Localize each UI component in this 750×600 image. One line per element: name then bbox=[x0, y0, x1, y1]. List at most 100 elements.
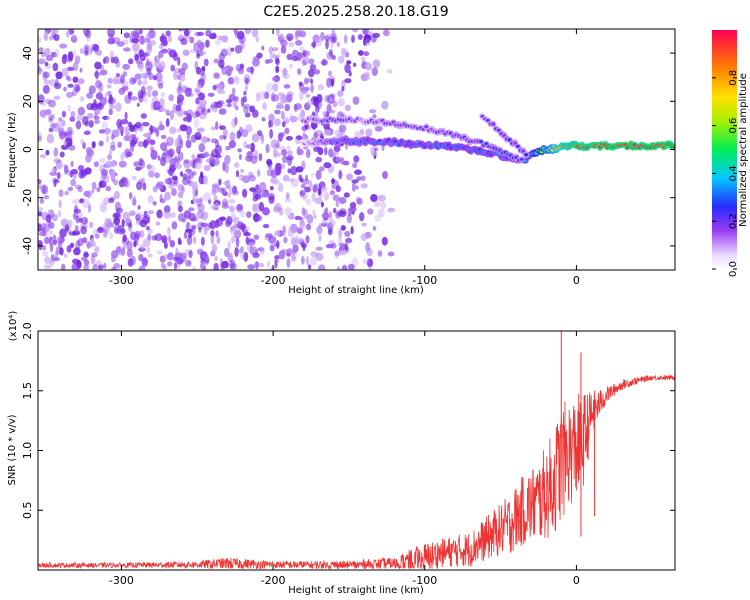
noise-blob bbox=[160, 198, 166, 204]
noise-blob bbox=[90, 102, 99, 111]
snr-x-tick-label: -100 bbox=[412, 574, 437, 587]
noise-blob bbox=[280, 39, 288, 47]
noise-blob bbox=[268, 165, 272, 170]
noise-blob bbox=[352, 96, 360, 105]
noise-blob bbox=[258, 201, 265, 212]
noise-blob bbox=[160, 262, 166, 269]
noise-blob bbox=[211, 138, 218, 144]
noise-blob bbox=[59, 151, 65, 158]
noise-blob bbox=[210, 104, 215, 110]
noise-blob bbox=[135, 211, 143, 219]
heatmap-x-tick-label: -300 bbox=[109, 274, 134, 287]
noise-blob bbox=[195, 97, 200, 105]
heatmap-y-tick-label: -20 bbox=[21, 189, 34, 207]
noise-blob bbox=[130, 96, 138, 101]
noise-blob bbox=[249, 241, 255, 247]
noise-blob bbox=[169, 240, 175, 248]
noise-blob bbox=[215, 121, 219, 131]
noise-blob bbox=[213, 222, 221, 227]
noise-blob bbox=[52, 239, 58, 246]
noise-blob bbox=[305, 148, 311, 159]
noise-blob bbox=[270, 92, 276, 102]
noise-blob bbox=[328, 212, 332, 219]
track-core bbox=[672, 145, 675, 149]
noise-blob bbox=[101, 121, 108, 132]
noise-blob bbox=[163, 241, 168, 249]
noise-blob bbox=[173, 70, 179, 81]
noise-blob bbox=[66, 127, 74, 137]
noise-blob bbox=[82, 142, 86, 149]
noise-blob bbox=[352, 162, 357, 169]
noise-blob bbox=[308, 58, 315, 65]
noise-blob bbox=[232, 29, 239, 33]
noise-blob bbox=[378, 208, 385, 218]
noise-blob bbox=[275, 65, 280, 74]
noise-blob bbox=[308, 179, 313, 188]
noise-blob bbox=[198, 143, 206, 153]
noise-blob bbox=[282, 230, 286, 236]
noise-blob bbox=[194, 132, 202, 140]
noise-blob bbox=[163, 39, 168, 46]
noise-blob bbox=[227, 240, 231, 250]
colorbar-gradient bbox=[712, 30, 737, 269]
noise-blob bbox=[53, 147, 59, 158]
noise-blob bbox=[188, 172, 194, 179]
noise-blob bbox=[138, 158, 144, 167]
snr-x-tick-label: 0 bbox=[573, 574, 580, 587]
noise-blob bbox=[252, 57, 260, 68]
noise-blob bbox=[170, 212, 176, 219]
noise-blob bbox=[38, 179, 42, 184]
noise-blob bbox=[268, 119, 272, 129]
noise-blob bbox=[182, 177, 189, 186]
noise-blob bbox=[372, 59, 381, 68]
noise-blob bbox=[356, 176, 362, 181]
noise-blob bbox=[360, 56, 366, 62]
noise-blob bbox=[134, 126, 138, 135]
snr-x-tick-label: -200 bbox=[261, 574, 286, 587]
noise-blob bbox=[93, 161, 99, 168]
noise-blob bbox=[330, 184, 335, 193]
noise-blob bbox=[112, 37, 121, 44]
noise-blob bbox=[94, 69, 99, 80]
noise-blob bbox=[86, 34, 91, 43]
noise-blob bbox=[319, 166, 325, 172]
noise-blob bbox=[286, 155, 294, 161]
noise-blob bbox=[122, 211, 130, 220]
noise-blob bbox=[38, 36, 42, 44]
noise-blob bbox=[332, 207, 337, 214]
noise-blob bbox=[305, 198, 312, 206]
noise-blob bbox=[232, 87, 236, 95]
noise-blob bbox=[344, 104, 351, 112]
noise-blob bbox=[177, 134, 182, 144]
noise-blob bbox=[228, 185, 233, 195]
noise-blob bbox=[155, 181, 164, 191]
noise-blob bbox=[158, 61, 166, 71]
noise-blob bbox=[126, 248, 133, 258]
noise-blob bbox=[231, 118, 237, 128]
noise-blob bbox=[213, 72, 220, 79]
noise-blob bbox=[196, 201, 202, 207]
noise-blob bbox=[104, 160, 113, 169]
noise-blob bbox=[303, 209, 309, 219]
noise-blob bbox=[64, 165, 69, 174]
noise-blob bbox=[354, 169, 362, 175]
noise-blob bbox=[250, 66, 254, 75]
noise-blob bbox=[96, 186, 101, 193]
noise-blob bbox=[45, 214, 52, 224]
noise-blob bbox=[182, 49, 190, 56]
noise-blob bbox=[108, 150, 113, 156]
colorbar-tick-label: 0.0 bbox=[728, 261, 739, 277]
noise-blob bbox=[86, 241, 91, 249]
noise-blob bbox=[155, 72, 163, 82]
noise-blob bbox=[267, 192, 275, 201]
noise-blob bbox=[272, 83, 279, 92]
noise-blob bbox=[254, 261, 260, 269]
noise-blob bbox=[284, 197, 292, 203]
noise-blob bbox=[83, 251, 89, 258]
noise-blob bbox=[89, 221, 94, 229]
track-core bbox=[485, 118, 490, 122]
noise-blob bbox=[237, 148, 242, 153]
noise-blob bbox=[133, 29, 140, 40]
noise-blob bbox=[260, 133, 265, 144]
noise-blob bbox=[112, 212, 121, 218]
